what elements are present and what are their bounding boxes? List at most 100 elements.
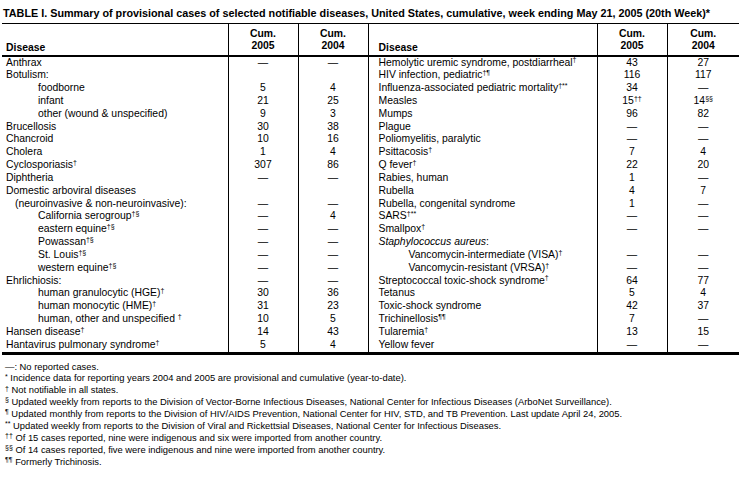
disease-name: Smallpox† <box>368 223 597 236</box>
cum-value: 31 <box>228 300 298 313</box>
disease-name: human granulocytic (HGE)† <box>2 287 228 300</box>
disease-name: Poliomyelitis, paralytic <box>368 133 597 146</box>
cum-value: 37 <box>667 300 739 313</box>
cum-value: — <box>228 262 298 275</box>
table-row: foodborne54Influenza-associated pediatri… <box>2 82 739 95</box>
cum-value: — <box>597 249 667 262</box>
disease-name: Vancomycin-intermediate (VISA)† <box>368 249 597 262</box>
cum-value: 16 <box>298 133 368 146</box>
cum-value: — <box>667 210 739 223</box>
cum-value: 43 <box>597 56 667 70</box>
cum-value <box>228 69 298 82</box>
cum-value: 5 <box>298 313 368 326</box>
cum-value: — <box>298 56 368 70</box>
cum-value <box>298 185 368 198</box>
col-header-disease-left: Disease <box>2 24 228 56</box>
table-body: Anthrax——Hemolytic uremic syndrome, post… <box>2 56 739 354</box>
table-row: Ehrlichiosis:——Streptococcal toxic-shock… <box>2 275 739 288</box>
disease-name: Psittacosis† <box>368 146 597 159</box>
disease-name: Tetanus <box>368 287 597 300</box>
cum-label: Cum. <box>299 28 368 41</box>
disease-name: Chancroid <box>2 133 228 146</box>
disease-name: Plague <box>368 121 597 134</box>
cum-value <box>597 236 667 249</box>
cum-value: 22 <box>597 159 667 172</box>
disease-name: Ehrlichiosis: <box>2 275 228 288</box>
cum-value: 4 <box>667 287 739 300</box>
year-label: 2005 <box>229 40 298 53</box>
cum-value: 5 <box>228 82 298 95</box>
col-header-disease-right: Disease <box>368 24 597 56</box>
table-row: Chancroid1016Poliomyelitis, paralytic—— <box>2 133 739 146</box>
cum-value: — <box>228 236 298 249</box>
disease-name: Q fever† <box>368 159 597 172</box>
cum-value: 30 <box>228 287 298 300</box>
disease-name: Anthrax <box>2 56 228 70</box>
cum-value: 1 <box>228 146 298 159</box>
footnote: ** Updated weekly from reports to the Di… <box>5 420 739 432</box>
cum-value: — <box>228 249 298 262</box>
cum-value: — <box>298 262 368 275</box>
cum-value: — <box>228 210 298 223</box>
disease-name: SARS†** <box>368 210 597 223</box>
table-row: Domestic arboviral diseasesRubella47 <box>2 185 739 198</box>
disease-name: Cholera <box>2 146 228 159</box>
col-header-cum2005-left: Cum. 2005 <box>228 24 298 56</box>
cum-value: 4 <box>298 339 368 353</box>
cum-value: — <box>298 249 368 262</box>
table-row: infant2125Measles15††14§§ <box>2 95 739 108</box>
table-row: Brucellosis3038Plague—— <box>2 121 739 134</box>
disease-name: western equine†§ <box>2 262 228 275</box>
cum-value: 86 <box>298 159 368 172</box>
cum-value: 20 <box>667 159 739 172</box>
cum-value: — <box>667 313 739 326</box>
col-header-cum2005-right: Cum. 2005 <box>597 24 667 56</box>
cum-value: 96 <box>597 108 667 121</box>
disease-name: Streptococcal toxic-shock syndrome† <box>368 275 597 288</box>
table-row: Hansen disease†1443Tularemia†1315 <box>2 326 739 339</box>
table-row: western equine†§——Vancomycin-resistant (… <box>2 262 739 275</box>
table-row: Powassan†§——Staphylococcus aureus: <box>2 236 739 249</box>
cum-value: 64 <box>597 275 667 288</box>
footnote: ¶¶ Formerly Trichinosis. <box>5 456 739 468</box>
table-row: Cholera14Psittacosis†74 <box>2 146 739 159</box>
table-row: St. Louis†§——Vancomycin-intermediate (VI… <box>2 249 739 262</box>
cum-value: — <box>597 133 667 146</box>
disease-name: (neuroinvasive & non-neuroinvasive): <box>2 198 228 211</box>
cum-value: — <box>667 262 739 275</box>
cum-value: — <box>597 262 667 275</box>
table-header: Disease Cum. 2005 Cum. 2004 Disease Cum.… <box>2 24 739 56</box>
cum-value: 7 <box>597 313 667 326</box>
disease-name: Mumps <box>368 108 597 121</box>
header-row: Disease Cum. 2005 Cum. 2004 Disease Cum.… <box>2 24 739 56</box>
cum-value: — <box>597 210 667 223</box>
cum-value: — <box>667 339 739 353</box>
year-label: 2004 <box>299 40 368 53</box>
cum-value: 13 <box>597 326 667 339</box>
cum-value <box>298 69 368 82</box>
cum-value: 307 <box>228 159 298 172</box>
disease-name: human, other and unspecified † <box>2 313 228 326</box>
cum-value: 15†† <box>597 95 667 108</box>
disease-name: eastern equine†§ <box>2 223 228 236</box>
cum-value: — <box>667 249 739 262</box>
cum-value: 10 <box>228 133 298 146</box>
cum-value: 25 <box>298 95 368 108</box>
cum-value: — <box>228 223 298 236</box>
cum-value: — <box>298 198 368 211</box>
disease-name: infant <box>2 95 228 108</box>
table-row: human, other and unspecified †105Trichin… <box>2 313 739 326</box>
cum-value: 10 <box>228 313 298 326</box>
cum-value: 30 <box>228 121 298 134</box>
disease-name: Hansen disease† <box>2 326 228 339</box>
disease-name: Influenza-associated pediatric mortality… <box>368 82 597 95</box>
cum-value: 4 <box>597 185 667 198</box>
cum-value: 117 <box>667 69 739 82</box>
cum-value: — <box>228 172 298 185</box>
cum-value: — <box>667 121 739 134</box>
cum-value: 42 <box>597 300 667 313</box>
footnote: * Incidence data for reporting years 200… <box>5 372 739 384</box>
cum-value: 116 <box>597 69 667 82</box>
cum-value: 1 <box>597 172 667 185</box>
cum-value: 5 <box>597 287 667 300</box>
